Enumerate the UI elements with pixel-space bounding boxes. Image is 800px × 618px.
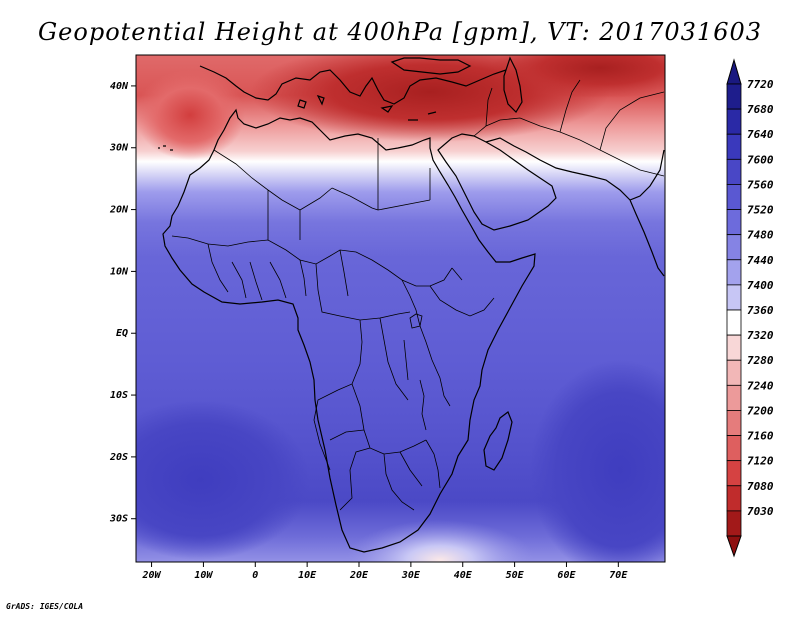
mediterranean-islands — [297, 94, 437, 121]
longitude-axis: 20W 10W 0 10E 20E 30E 40E 50E 60E 70E — [142, 562, 628, 581]
colorbar-label: 7120 — [747, 455, 774, 468]
light-anomaly-south — [345, 520, 535, 562]
europe-coastline — [199, 65, 507, 105]
border-east-africa — [401, 267, 495, 407]
lon-tick-label: 10W — [194, 570, 213, 581]
page-title: Geopotential Height at 400hPa [gpm], VT:… — [38, 18, 762, 46]
lat-tick-label: EQ — [116, 328, 128, 339]
lon-tick-label: 20W — [142, 570, 162, 581]
lat-tick-label: 30N — [109, 143, 129, 154]
colorbar-label: 7280 — [747, 354, 774, 367]
colorbar-label: 7720 — [747, 78, 774, 91]
border-southern-africa — [313, 383, 441, 511]
arabia-coastline — [437, 133, 557, 231]
border-sahel — [171, 235, 453, 287]
lon-tick-label: 50E — [506, 570, 525, 581]
colorbar-swatch — [726, 410, 742, 436]
lat-tick-label: 10S — [110, 390, 128, 401]
canary-islands — [158, 145, 173, 151]
colorbar-swatch — [726, 108, 742, 135]
border-lakes — [403, 313, 427, 431]
caspian-coastline — [503, 56, 523, 113]
grads-credit: GrADS: IGES/COLA — [6, 602, 84, 611]
lon-tick-label: 60E — [557, 570, 576, 581]
colorbar-label: 7200 — [747, 404, 774, 417]
lat-tick-label: 40N — [110, 81, 129, 92]
plot-frame — [135, 54, 666, 563]
colorbar-swatch — [726, 184, 742, 210]
colorbar-label: 7080 — [747, 480, 774, 493]
ridge-core-northeast — [490, 55, 665, 98]
colorbar-swatch — [726, 510, 742, 537]
lat-tick-label: 20N — [109, 205, 129, 216]
colorbar-swatch — [726, 384, 742, 411]
colorbar-label: 7240 — [747, 379, 774, 392]
colorbar-label: 7160 — [747, 430, 774, 443]
colorbar-label: 7360 — [747, 304, 774, 317]
lat-tick-label: 30S — [109, 514, 128, 525]
india-coastline — [629, 149, 665, 277]
colorbar-label: 7600 — [747, 153, 774, 166]
africa-coastline — [162, 108, 536, 553]
colorbar-swatch — [726, 83, 742, 110]
lon-tick-label: 40E — [454, 570, 473, 581]
colorbar-swatch — [726, 485, 742, 512]
colorbar-bottom-arrow — [726, 535, 742, 558]
lat-tick-label: 10N — [110, 266, 129, 277]
colorbar-label: 7440 — [747, 254, 774, 267]
border-middle-east — [473, 79, 665, 177]
colorbar-swatch — [726, 259, 742, 286]
colorbar-label: 7520 — [747, 204, 774, 217]
coastlines — [158, 56, 665, 553]
colorbar-swatch — [726, 334, 742, 361]
colorbar-label: 7560 — [747, 178, 774, 191]
colorbar: 7720 7680 7640 7600 7560 7520 7480 7440 7400 7360… — [726, 58, 774, 558]
madagascar-coastline — [483, 411, 513, 471]
middle-east-coastline — [485, 137, 631, 201]
border-north-africa — [213, 138, 431, 240]
colorbar-top-arrow — [726, 58, 742, 85]
country-borders — [171, 79, 665, 511]
lon-tick-label: 70E — [609, 570, 628, 581]
colorbar-swatch — [726, 460, 742, 487]
colorbar-label: 7400 — [747, 279, 774, 292]
colorbar-label: 7320 — [747, 329, 774, 342]
colorbar-swatch — [726, 435, 742, 462]
colorbar-swatch — [726, 209, 742, 236]
border-west-africa — [207, 243, 307, 301]
trough-southeast — [530, 360, 665, 562]
colorbar-swatch — [726, 133, 742, 160]
border-central-africa — [315, 249, 411, 401]
black-sea-coastline — [390, 57, 472, 75]
colorbar-label: 7680 — [747, 103, 774, 116]
colorbar-swatch — [726, 158, 742, 185]
latitude-axis: 40N 30N 20N 10N EQ 10S 20S 30S — [109, 81, 136, 525]
colorbar-label: 7640 — [747, 128, 774, 141]
ridge-core-west — [136, 70, 245, 160]
lon-tick-label: 0 — [252, 570, 258, 581]
height-field — [136, 55, 665, 562]
colorbar-swatch — [726, 234, 742, 261]
trough-southwest — [136, 400, 310, 560]
colorbar-swatch — [726, 284, 742, 311]
colorbar-label: 7030 — [747, 505, 774, 518]
colorbar-label: 7480 — [747, 229, 774, 242]
lon-tick-label: 30E — [401, 570, 421, 581]
lon-tick-label: 10E — [298, 570, 317, 581]
colorbar-swatch — [726, 309, 742, 336]
lat-tick-label: 20S — [109, 452, 128, 463]
colorbar-swatch — [726, 359, 742, 386]
lon-tick-label: 20E — [349, 570, 369, 581]
